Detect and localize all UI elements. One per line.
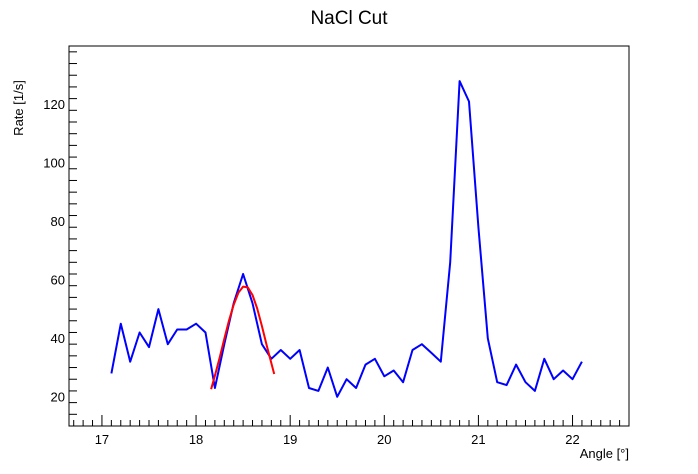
- x-tick-label: 17: [95, 432, 109, 447]
- plot-frame: [68, 45, 630, 427]
- x-tick-label: 18: [189, 432, 203, 447]
- series-layer: [110, 80, 583, 398]
- y-tick-label: 100: [43, 155, 65, 170]
- x-tick-label: 22: [565, 432, 579, 447]
- y-tick-label: 60: [51, 272, 65, 287]
- x-tick-label: 20: [377, 432, 391, 447]
- y-tick-label: 120: [43, 97, 65, 112]
- y-axis: 20 40 60 80 100 120: [43, 51, 77, 427]
- data-series-line: [110, 80, 583, 398]
- x-tick-label: 19: [283, 432, 297, 447]
- chart-title: NaCl Cut: [310, 8, 388, 29]
- y-tick-label: 40: [51, 331, 65, 346]
- x-tick-label: 21: [471, 432, 485, 447]
- y-tick-label: 20: [51, 389, 65, 404]
- y-tick-label: 80: [51, 214, 65, 229]
- x-axis-label: Angle [°]: [580, 446, 629, 461]
- fit-curve-line: [210, 285, 276, 390]
- y-axis-label: Rate [1/s]: [11, 80, 26, 136]
- x-axis: 17 18 19 20 21 22: [73, 415, 630, 447]
